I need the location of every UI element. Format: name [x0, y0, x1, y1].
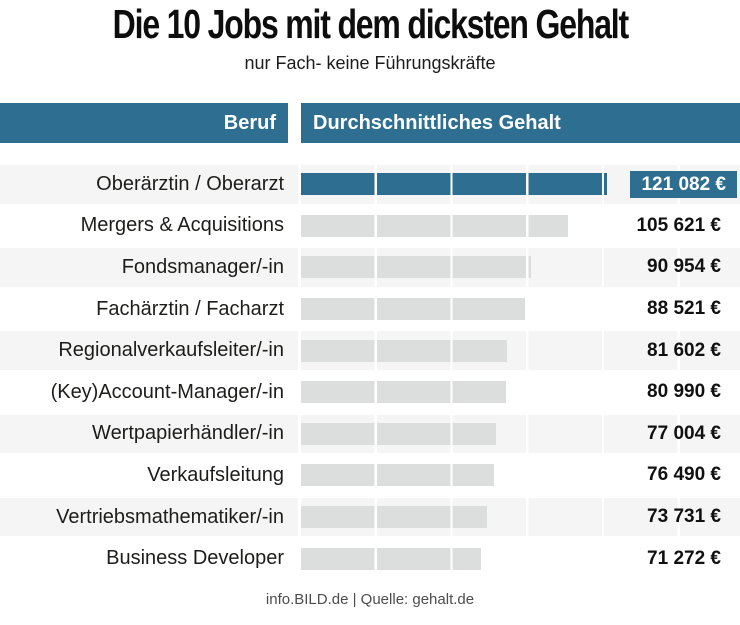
job-label: Regionalverkaufsleiter/-in	[0, 331, 298, 370]
job-label: Fachärztin / Facharzt	[96, 297, 284, 320]
table-row: Business Developer 71 272 €	[0, 539, 740, 578]
table-row: Wertpapierhändler/-in 77 004 €	[0, 414, 740, 454]
salary-value: 105 621 €	[636, 214, 721, 236]
table-row: Oberärztin / Oberarzt 121 082 €	[0, 165, 740, 204]
table-row: Mergers & Acquisitions 105 621 €	[0, 206, 740, 246]
salary-bar	[301, 422, 496, 445]
bar-cell: 71 272 €	[301, 539, 740, 578]
header-column-gap	[288, 103, 301, 143]
salary-bar	[301, 505, 488, 528]
salary-bar	[301, 339, 508, 362]
salary-value: 81 602 €	[647, 339, 721, 361]
job-label: Vertriebsmathematiker/-in	[0, 497, 298, 537]
salary-value: 88 521 €	[647, 298, 721, 320]
bar-cell: 73 731 €	[301, 497, 740, 537]
salary-bar	[301, 297, 525, 320]
salary-bar	[301, 381, 506, 404]
job-label: Wertpapierhändler/-in	[0, 414, 298, 454]
salary-value: 76 490 €	[647, 464, 721, 486]
table-row: Vertriebsmathematiker/-in 73 731 €	[0, 497, 740, 537]
salary-value: 71 272 €	[647, 547, 721, 569]
bar-cell: 121 082 €	[301, 165, 740, 204]
table-body: Oberärztin / Oberarzt 121 082 € Mergers …	[0, 165, 740, 581]
job-label: (Key)Account-Manager/-in	[50, 380, 284, 403]
bar-cell: 81 602 €	[301, 331, 740, 370]
job-label: Mergers & Acquisitions	[80, 214, 284, 237]
salary-bar	[301, 464, 495, 487]
table-row: (Key)Account-Manager/-in 80 990 €	[0, 372, 740, 412]
salary-bar	[301, 256, 531, 279]
chart-title: Die 10 Jobs mit dem dicksten Gehalt	[0, 1, 740, 48]
table-row: Fachärztin / Facharzt 88 521 €	[0, 289, 740, 329]
bar-cell: 88 521 €	[301, 289, 740, 329]
chart-title-text: Die 10 Jobs mit dem dicksten Gehalt	[112, 1, 629, 47]
column-header-beruf: Beruf	[0, 103, 288, 143]
salary-value: 121 082 €	[630, 170, 737, 198]
table-row: Regionalverkaufsleiter/-in 81 602 €	[0, 331, 740, 370]
source-credit: info.BILD.de | Quelle: gehalt.de	[265, 591, 475, 608]
bar-cell: 77 004 €	[301, 414, 740, 454]
job-label: Verkaufsleitung	[147, 463, 284, 486]
chart-subtitle: nur Fach- keine Führungskräfte	[244, 53, 496, 73]
salary-value: 80 990 €	[647, 381, 721, 403]
table-header: Beruf Durchschnittliches Gehalt	[0, 103, 740, 143]
salary-bar	[301, 214, 568, 237]
bar-cell: 105 621 €	[301, 206, 740, 246]
table-row: Fondsmanager/-in 90 954 €	[0, 248, 740, 287]
table-row: Verkaufsleitung 76 490 €	[0, 456, 740, 495]
salary-bar	[301, 547, 481, 570]
column-header-gehalt: Durchschnittliches Gehalt	[301, 103, 740, 143]
bar-cell: 80 990 €	[301, 372, 740, 412]
salary-value: 90 954 €	[647, 256, 721, 278]
bar-cell: 76 490 €	[301, 456, 740, 495]
bar-cell: 90 954 €	[301, 248, 740, 287]
job-label: Oberärztin / Oberarzt	[0, 165, 298, 204]
job-label: Fondsmanager/-in	[0, 248, 298, 287]
job-label: Business Developer	[106, 547, 284, 570]
salary-value: 77 004 €	[647, 422, 721, 444]
salary-value: 73 731 €	[647, 506, 721, 527]
salary-bar	[301, 173, 607, 196]
